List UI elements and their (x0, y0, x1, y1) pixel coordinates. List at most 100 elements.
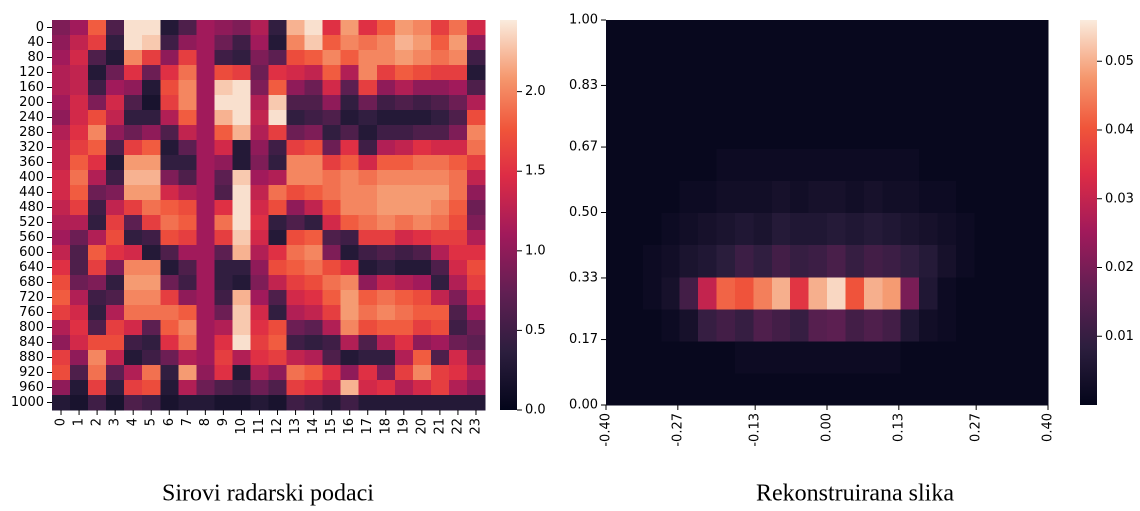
image-cell (624, 212, 644, 246)
image-cell (790, 276, 810, 310)
heatmap-cell (124, 20, 143, 36)
heatmap-cell (304, 305, 324, 321)
image-cell (606, 244, 626, 278)
heatmap-cell (394, 170, 414, 186)
image-cell (863, 148, 883, 182)
heatmap-cell (286, 215, 306, 231)
x-tick-label: 2 (90, 418, 105, 426)
x-tick-label: 22 (450, 418, 465, 435)
heatmap-cell (304, 80, 324, 96)
heatmap-cell (430, 155, 450, 171)
heatmap-cell (394, 140, 414, 156)
heatmap-cell (124, 290, 143, 306)
image-cell (1029, 84, 1049, 117)
image-cell (642, 116, 662, 149)
heatmap-cell (322, 275, 342, 291)
image-cell (1011, 340, 1031, 374)
heatmap-cell (214, 320, 234, 336)
heatmap-cell (214, 215, 234, 231)
heatmap-cell (160, 320, 179, 336)
image-cell (808, 52, 828, 85)
heatmap-cell (196, 125, 215, 141)
image-cell (919, 308, 939, 342)
heatmap-cell (376, 290, 396, 306)
y-tick-label: 1000 (11, 395, 44, 410)
image-cell (624, 244, 644, 278)
heatmap-cell (466, 20, 486, 36)
heatmap-cell (52, 290, 71, 306)
heatmap-cell (196, 305, 215, 321)
heatmap-cell (196, 35, 215, 51)
heatmap-cell (88, 35, 107, 51)
heatmap-cell (142, 365, 161, 381)
heatmap-cell (466, 155, 486, 171)
heatmap-cell (322, 290, 342, 306)
heatmap-cell (124, 200, 143, 216)
image-cell (1011, 212, 1031, 246)
heatmap-cell (196, 275, 215, 291)
heatmap-cell (340, 95, 360, 111)
heatmap-cell (394, 95, 414, 111)
x-tick-label: 16 (342, 418, 357, 435)
heatmap-cell (466, 245, 486, 261)
image-cell (992, 84, 1012, 117)
heatmap-cell (142, 185, 161, 201)
heatmap-cell (466, 140, 486, 156)
image-cell (863, 372, 883, 406)
heatmap-cell (250, 305, 270, 321)
heatmap-cell (88, 305, 107, 321)
heatmap-cell (214, 35, 234, 51)
image-cell (624, 180, 644, 214)
image-cell (937, 276, 957, 310)
heatmap-cell (430, 245, 450, 261)
heatmap-cell (286, 260, 306, 276)
heatmap-cell (268, 170, 288, 186)
heatmap-cell (142, 305, 161, 321)
image-cell (974, 372, 994, 406)
y-tick-label: 920 (19, 365, 44, 380)
image-cell (955, 244, 975, 278)
heatmap-cell (214, 185, 234, 201)
image-cell (955, 372, 975, 406)
heatmap-cell (466, 290, 486, 306)
heatmap-cell (106, 185, 125, 201)
heatmap-cell (412, 35, 432, 51)
image-cell (698, 308, 718, 342)
heatmap-cell (106, 290, 125, 306)
image-cell (734, 276, 754, 310)
heatmap-cell (196, 185, 215, 201)
heatmap-cell (70, 380, 89, 396)
heatmap-cell (286, 335, 306, 351)
heatmap-cell (286, 140, 306, 156)
heatmap-cell (52, 365, 71, 381)
heatmap-cell (358, 320, 378, 336)
heatmap-cell (412, 290, 432, 306)
heatmap-cell (160, 20, 179, 36)
heatmap-cell (70, 185, 89, 201)
heatmap-cell (268, 305, 288, 321)
heatmap-cell (70, 35, 89, 51)
image-cell (992, 244, 1012, 278)
y-tick-label: 80 (27, 50, 44, 65)
heatmap-cell (70, 65, 89, 81)
heatmap-cell (394, 365, 414, 381)
heatmap-cell (142, 65, 161, 81)
image-cell (734, 116, 754, 149)
heatmap-cell (232, 290, 252, 306)
heatmap-cell (322, 230, 342, 246)
heatmap-cell (448, 170, 468, 186)
heatmap-cell (214, 245, 234, 261)
heatmap-cell (250, 230, 270, 246)
heatmap-cell (124, 215, 143, 231)
heatmap-cell (466, 200, 486, 216)
x-tick-label: -0.13 (748, 413, 763, 447)
heatmap-cell (214, 275, 234, 291)
heatmap-cell (304, 365, 324, 381)
heatmap-cell (304, 200, 324, 216)
image-cell (771, 84, 791, 117)
heatmap-cell (358, 395, 378, 411)
y-tick-label: 160 (19, 80, 44, 95)
y-tick-label: 640 (19, 260, 44, 275)
image-cell (845, 308, 865, 342)
